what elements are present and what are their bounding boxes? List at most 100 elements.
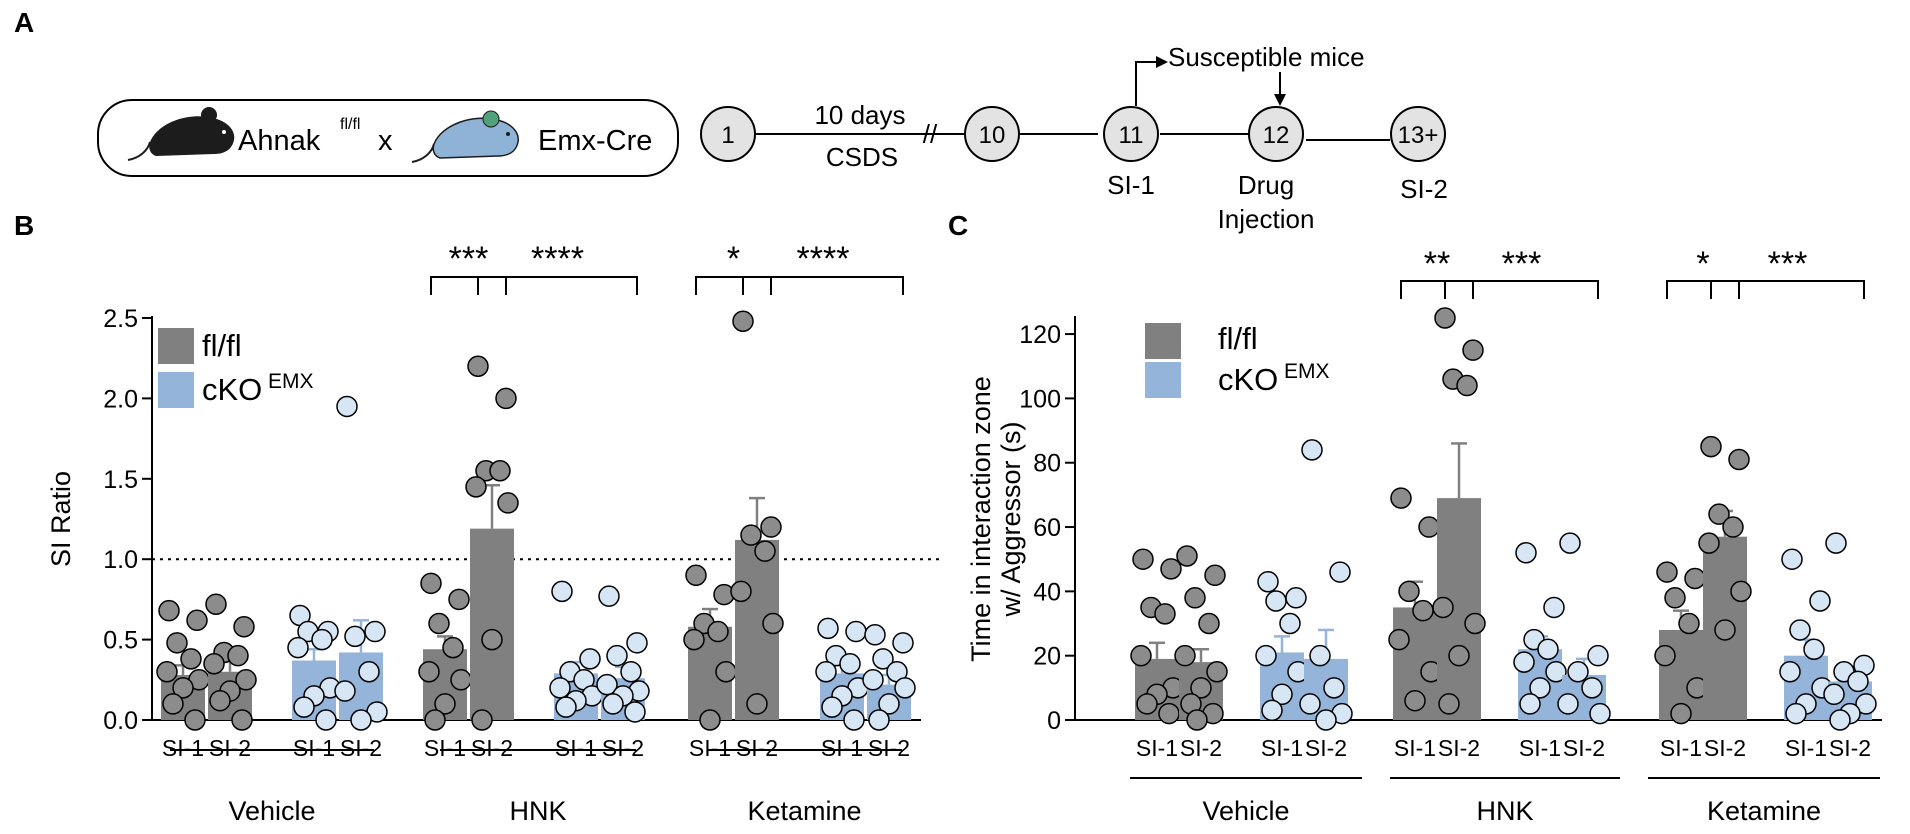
data-point xyxy=(862,669,884,691)
significance-bracket xyxy=(1444,280,1599,299)
x-tick-label: SI-1 xyxy=(1261,735,1303,761)
data-point xyxy=(551,580,573,603)
data-point xyxy=(620,661,642,683)
legend-swatch-flfl xyxy=(1145,323,1181,359)
data-point xyxy=(448,588,470,611)
significance-bracket xyxy=(1710,280,1865,299)
x-tick-label: SI-2 xyxy=(1563,735,1605,761)
data-point xyxy=(364,620,386,643)
chart-panel-c: 0 20 40 60 80 100 120 Time in interaction zone w… xyxy=(966,245,1882,826)
y-tick-label: 20 xyxy=(1033,643,1061,671)
legend-swatch-cko xyxy=(1145,362,1181,398)
x-tick-label: SI-2 xyxy=(1180,735,1222,761)
data-point xyxy=(162,693,184,715)
x-tick-label: SI-2 xyxy=(1438,735,1480,761)
data-point xyxy=(1559,532,1581,554)
data-point xyxy=(1670,702,1692,725)
x-tick-label: SI-1 xyxy=(689,735,731,761)
data-point xyxy=(894,677,916,699)
x-tick-label: SI-1 xyxy=(1660,735,1702,761)
data-point xyxy=(1587,644,1609,667)
data-point xyxy=(821,696,843,718)
data-point xyxy=(1654,644,1676,667)
data-point xyxy=(1728,448,1750,471)
data-point xyxy=(1299,693,1321,715)
data-point xyxy=(754,540,776,562)
y-tick-label: 0.5 xyxy=(103,627,138,655)
x-tick-label: SI-2 xyxy=(340,735,382,761)
group-label: HNK xyxy=(509,796,566,826)
data-point xyxy=(1132,548,1154,570)
mouse-cross-box xyxy=(97,99,679,177)
data-point xyxy=(158,599,180,622)
x-tick-label: SI-1 xyxy=(1394,735,1436,761)
drug-label-line2: Injection xyxy=(1218,204,1315,234)
strain-right: Emx-Cre xyxy=(538,125,652,157)
data-point xyxy=(1329,561,1351,583)
data-point xyxy=(344,625,366,648)
data-point xyxy=(892,632,914,654)
day-circle-12: 12 xyxy=(1248,106,1304,162)
data-point xyxy=(418,661,440,683)
significance-stars: **** xyxy=(797,240,850,278)
data-point xyxy=(596,673,618,696)
data-point xyxy=(1781,548,1803,570)
significance-bracket xyxy=(1666,280,1740,299)
data-point xyxy=(685,564,707,587)
data-point xyxy=(1404,689,1426,712)
data-point xyxy=(1698,532,1720,554)
data-point xyxy=(156,661,178,683)
data-point xyxy=(1462,339,1484,361)
data-point xyxy=(555,696,577,718)
data-point xyxy=(1158,702,1180,725)
group-label: Vehicle xyxy=(1202,796,1289,826)
y-axis-label-line2: w/ Aggressor (s) xyxy=(996,421,1026,617)
data-point xyxy=(1271,683,1293,706)
data-point xyxy=(1257,570,1279,593)
data-point xyxy=(598,585,620,607)
data-point xyxy=(845,620,867,643)
data-point xyxy=(1190,677,1212,699)
significance-stars: * xyxy=(727,240,740,278)
x-tick-label: SI-2 xyxy=(1305,735,1347,761)
data-point xyxy=(287,636,309,659)
data-point xyxy=(1529,677,1551,699)
significance-stars: *** xyxy=(1768,245,1808,283)
data-point xyxy=(699,709,721,731)
data-point xyxy=(1136,693,1158,715)
data-point xyxy=(762,612,784,635)
data-point xyxy=(740,524,762,546)
span-top-label: 10 days xyxy=(814,100,905,130)
x-tick-label: SI-2 xyxy=(1704,735,1746,761)
data-point xyxy=(450,669,472,691)
data-point xyxy=(864,624,886,646)
data-point xyxy=(424,709,446,731)
experiment-schematic: Ahnak fl/fl x Emx-Cre // 1 10 11 xyxy=(97,42,1448,234)
legend-label-cko: cKO xyxy=(1218,362,1278,397)
data-point xyxy=(180,648,202,670)
data-point xyxy=(746,693,768,715)
data-point xyxy=(1515,542,1537,564)
data-point xyxy=(186,609,208,632)
susceptible-arrow-icon xyxy=(1135,56,1286,106)
group-label: HNK xyxy=(1476,796,1533,826)
data-point xyxy=(1714,619,1736,641)
significance-bracket xyxy=(1400,280,1474,299)
data-point xyxy=(1434,307,1456,329)
x-tick-label: SI-1 xyxy=(821,735,863,761)
group-label: Vehicle xyxy=(228,796,315,826)
x-tick-label: SI-1 xyxy=(293,735,335,761)
x-tick-label: SI-2 xyxy=(1829,735,1871,761)
data-point xyxy=(315,709,337,731)
data-point xyxy=(293,696,315,718)
cross-symbol: x xyxy=(378,125,393,157)
panel-label-b: B xyxy=(14,210,34,241)
data-point xyxy=(489,460,511,482)
data-point xyxy=(760,516,782,538)
x-tick-label: SI-1 xyxy=(1785,735,1827,761)
data-point xyxy=(1785,702,1807,725)
data-point xyxy=(839,652,861,675)
data-point xyxy=(1279,612,1301,635)
data-point xyxy=(350,709,372,731)
group-label: Ketamine xyxy=(1707,796,1821,826)
